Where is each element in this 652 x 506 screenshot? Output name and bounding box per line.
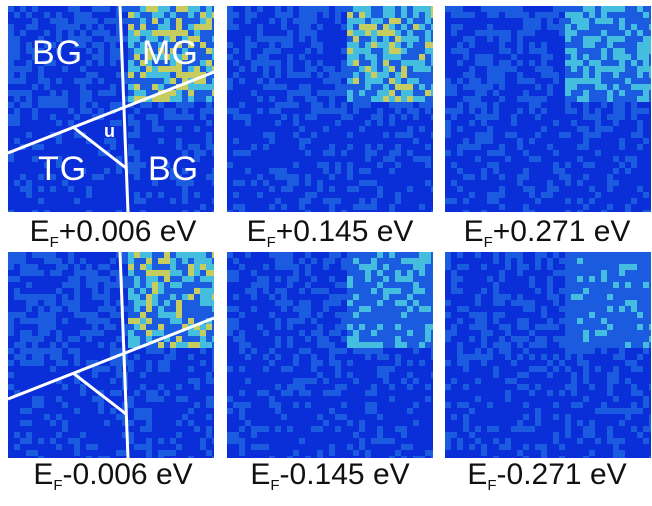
intensity-map bbox=[227, 252, 433, 458]
energy-caption: EF+0.006 eV bbox=[8, 212, 218, 252]
energy-caption: EF+0.145 eV bbox=[225, 212, 435, 252]
panel-ef-plus-0145 bbox=[227, 6, 433, 212]
ef-symbol: E bbox=[467, 458, 488, 491]
region-label-u: u bbox=[104, 121, 116, 141]
region-label-tg: TG bbox=[38, 150, 88, 188]
ef-subscript: F bbox=[49, 234, 59, 251]
panel-ef-minus-0271 bbox=[445, 252, 651, 458]
energy-offset: -0.271 eV bbox=[496, 458, 627, 491]
gate-boundary-u bbox=[72, 125, 127, 170]
energy-caption: EF+0.271 eV bbox=[442, 212, 652, 252]
ef-symbol: E bbox=[250, 458, 271, 491]
region-label-mg: MG bbox=[142, 34, 199, 72]
energy-offset: -0.006 eV bbox=[62, 458, 193, 491]
energy-offset: +0.145 eV bbox=[275, 215, 414, 248]
intensity-map bbox=[445, 252, 651, 458]
intensity-map bbox=[8, 6, 214, 212]
panel-ef-minus-0006 bbox=[8, 252, 214, 458]
intensity-map bbox=[445, 6, 651, 212]
gate-boundary-diagonal bbox=[8, 70, 214, 155]
panel-ef-plus-0271 bbox=[445, 6, 651, 212]
ef-symbol: E bbox=[33, 458, 54, 491]
energy-caption: EF-0.006 eV bbox=[8, 455, 218, 495]
ef-subscript: F bbox=[487, 477, 497, 494]
ef-symbol: E bbox=[246, 215, 267, 248]
energy-offset: +0.006 eV bbox=[58, 215, 197, 248]
ef-subscript: F bbox=[270, 477, 280, 494]
energy-offset: +0.271 eV bbox=[492, 215, 631, 248]
ef-symbol: E bbox=[463, 215, 484, 248]
panel-ef-plus-0006 bbox=[8, 6, 214, 212]
ef-subscript: F bbox=[53, 477, 63, 494]
ef-subscript: F bbox=[483, 234, 493, 251]
ef-symbol: E bbox=[29, 215, 50, 248]
energy-caption: EF-0.145 eV bbox=[225, 455, 435, 495]
gate-boundary-diagonal bbox=[8, 316, 214, 401]
intensity-map bbox=[8, 252, 214, 458]
energy-caption: EF-0.271 eV bbox=[442, 455, 652, 495]
ef-subscript: F bbox=[266, 234, 276, 251]
panel-ef-minus-0145 bbox=[227, 252, 433, 458]
region-label-bg-bottom: BG bbox=[148, 150, 200, 188]
gate-boundary-u bbox=[72, 371, 127, 416]
energy-offset: -0.145 eV bbox=[279, 458, 410, 491]
intensity-map bbox=[227, 6, 433, 212]
region-label-bg-top: BG bbox=[32, 34, 84, 72]
